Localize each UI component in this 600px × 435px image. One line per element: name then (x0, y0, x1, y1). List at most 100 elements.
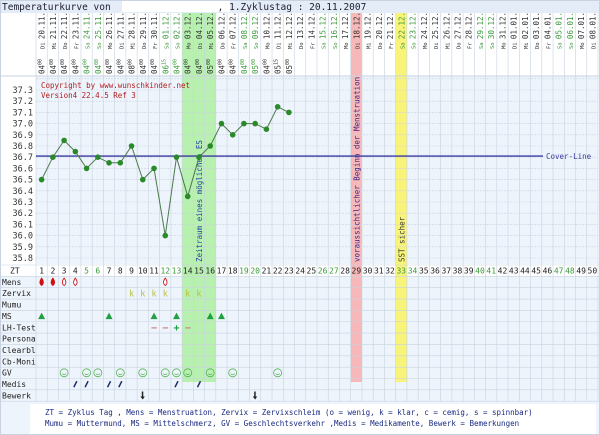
time-label: 0400 (240, 59, 249, 74)
date: 23.11. (71, 12, 80, 39)
time-hour: 04 (262, 64, 271, 74)
date: 12.12. (285, 12, 294, 39)
weekday: Sa (243, 39, 249, 49)
date: 18.12. (352, 12, 361, 39)
time-hour: 04 (150, 64, 159, 74)
smiley-mouth (84, 373, 89, 376)
cycle-day-number: 28 (340, 267, 350, 276)
time-label: 0515 (274, 59, 283, 74)
smiley-icon (160, 368, 170, 378)
time-label: 0500 (206, 59, 215, 74)
weekday: Mi (209, 39, 215, 49)
date-label: Do 22.11. (60, 12, 69, 49)
time-label: 0400 (105, 59, 114, 74)
cycle-day-number: 49 (576, 267, 586, 276)
name-field[interactable] (122, 1, 230, 12)
date-label: Mi 05.12. (206, 12, 215, 49)
date-label: Di 11.12. (274, 12, 283, 49)
date: 04.01. (543, 12, 552, 39)
date: 03.12. (184, 12, 193, 39)
date-label: Mi 19.12. (364, 12, 373, 49)
legend-line: Mumu = Muttermund, MS = Mittelschmerz, G… (45, 419, 519, 428)
date: 24.12. (420, 12, 429, 39)
cycle-day-number: 46 (543, 267, 553, 276)
title-suffix: , 1.Zyklustag : 20.11.2007 (218, 2, 367, 13)
weekday: Sa (86, 39, 92, 49)
time-minute: 00 (240, 59, 246, 65)
band-label-test: SST sicher (397, 216, 406, 262)
date-label: So 02.12. (173, 12, 182, 49)
weekday: Do (457, 39, 463, 49)
smiley-mouth (140, 373, 146, 376)
cycle-day-number: 8 (118, 267, 123, 276)
weekday: Di (41, 39, 47, 49)
time-hour: 08 (128, 64, 137, 74)
date-label: Fr 21.12. (386, 12, 395, 49)
cycle-day-number: 4 (73, 267, 78, 276)
cycle-day-number: 24 (295, 267, 305, 276)
time-label: 0400 (38, 59, 47, 74)
cycle-day-number: 14 (183, 267, 193, 276)
date-label: Do 03.01. (532, 12, 541, 49)
time-hour: 04 (49, 64, 58, 74)
weekday: So (254, 39, 260, 49)
row-label-clearbl: Clearbl (2, 346, 36, 355)
weekday: Di (277, 39, 283, 49)
cycle-day-number: 5 (84, 267, 89, 276)
weekday: So (333, 39, 339, 49)
cycle-day-number: 19 (239, 267, 249, 276)
y-tick-label: 37.0 (13, 120, 33, 130)
band-label-menses_pred: voraussichtlicher Beginn der Menstruatio… (352, 77, 361, 262)
pill-icon (106, 380, 112, 388)
cycle-day-number: 2 (50, 267, 55, 276)
weekday: Sa (400, 39, 406, 49)
cycle-day-number: 29 (352, 267, 362, 276)
smiley-icon (273, 368, 283, 378)
weekday: Sa (164, 39, 170, 49)
y-tick-label: 36.6 (13, 164, 33, 174)
time-hour: 04 (184, 64, 193, 74)
date-label: Mi 02.01. (521, 12, 530, 49)
y-tick-label: 37.1 (13, 108, 33, 118)
copyright-text: Copyright by www.wunschkinder.net (41, 81, 190, 90)
row-label-zt: ZT (10, 267, 20, 276)
cycle-day-number: 1 (39, 267, 44, 276)
drop-icon-filled (50, 277, 56, 287)
triangle-icon (206, 312, 214, 320)
date: 26.12. (442, 12, 451, 39)
smiley-icon (115, 368, 125, 378)
date-label: Do 29.11. (139, 12, 148, 49)
date: 25.12. (431, 12, 440, 39)
pill-icon (196, 380, 202, 388)
smiley-icon (93, 368, 103, 378)
temperature-point (207, 143, 214, 149)
time-minute: 00 (184, 59, 190, 65)
weekday: Sa (558, 39, 564, 49)
weekday: Mi (131, 39, 137, 49)
row-label-mumu: Mumu (2, 301, 21, 310)
temperature-point (72, 148, 79, 155)
row-label-zervix: Zervix (2, 289, 31, 298)
triangle-icon (38, 312, 46, 320)
date-label: So 25.11. (94, 12, 103, 49)
time-hour: 04 (173, 64, 182, 74)
time-minute: 00 (150, 59, 156, 65)
comment-hand-icon[interactable] (252, 391, 258, 400)
time-label: 0500 (285, 59, 294, 74)
time-hour: 04 (217, 64, 226, 74)
row-label-gv: GV (2, 369, 12, 378)
smiley-mouth (61, 373, 67, 376)
pill-icon (73, 380, 78, 388)
comment-hand-icon[interactable] (140, 391, 145, 400)
cycle-day-number: 39 (464, 267, 474, 276)
drop-icon-filled (39, 277, 44, 287)
weekday: Mo (187, 39, 193, 49)
temperature-point (106, 160, 112, 166)
date: 17.12. (341, 12, 350, 39)
date-label: Mi 28.11. (128, 12, 137, 49)
date-label: Do 20.12. (375, 12, 384, 49)
cycle-day-number: 35 (419, 267, 429, 276)
time-minute: 00 (38, 59, 44, 65)
date-label: Mi 12.12. (285, 12, 294, 49)
